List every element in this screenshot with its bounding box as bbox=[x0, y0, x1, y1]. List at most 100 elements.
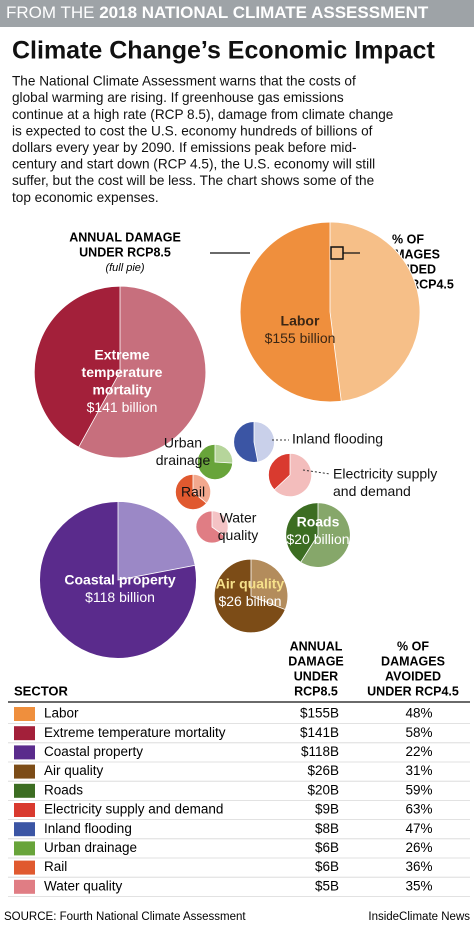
bubble-value: $141 billion bbox=[87, 399, 158, 415]
bubble-label: Rail bbox=[181, 484, 205, 500]
row-name: Extreme temperature mortality bbox=[44, 725, 226, 740]
intro-line: continue at a high rate (RCP 8.5), damag… bbox=[12, 107, 393, 122]
bubble-value: $155 billion bbox=[265, 330, 336, 346]
avoided-wedge bbox=[253, 421, 275, 463]
swatch bbox=[14, 783, 35, 798]
row-name: Inland flooding bbox=[44, 821, 132, 836]
row-avoided: 35% bbox=[405, 878, 432, 893]
row-name: Coastal property bbox=[44, 744, 143, 759]
table-header: AVOIDED bbox=[385, 669, 441, 683]
row-avoided: 36% bbox=[405, 859, 432, 874]
bubble-label: Coastal property bbox=[64, 572, 175, 588]
table-header: UNDER bbox=[294, 669, 338, 683]
table-header: SECTOR bbox=[14, 683, 69, 698]
intro-line: dollars every year by 2090. If emissions… bbox=[12, 140, 357, 155]
avoided-wedge bbox=[117, 501, 196, 581]
annotation: UNDER RCP8.5 bbox=[79, 245, 171, 259]
intro-line: century and start down (RCP 4.5), the U.… bbox=[12, 157, 375, 172]
source: SOURCE: Fourth National Climate Assessme… bbox=[4, 911, 246, 923]
bubble-label: Urban bbox=[164, 435, 202, 451]
bubble-label: mortality bbox=[92, 382, 151, 398]
bubble-value: $26 billion bbox=[218, 593, 281, 609]
header-prefix: FROM THE bbox=[6, 3, 94, 22]
annotation: ANNUAL DAMAGE bbox=[69, 230, 181, 244]
row-damage: $6B bbox=[315, 840, 339, 855]
row-avoided: 58% bbox=[405, 725, 432, 740]
avoided-wedge bbox=[211, 510, 229, 538]
leader bbox=[302, 469, 331, 475]
row-avoided: 31% bbox=[405, 763, 432, 778]
bubble-label: drainage bbox=[156, 452, 211, 468]
credit: InsideClimate News bbox=[368, 911, 470, 923]
avoided-wedge bbox=[78, 285, 207, 459]
avoided-wedge bbox=[300, 502, 351, 568]
table-header: ANNUAL bbox=[290, 639, 343, 653]
row-avoided: 26% bbox=[405, 840, 432, 855]
bubble-label: Extreme bbox=[94, 347, 149, 363]
table-header: RCP8.5 bbox=[294, 684, 338, 698]
row-name: Roads bbox=[44, 782, 83, 797]
avoided-wedge bbox=[214, 443, 234, 464]
bubble-value: $118 billion bbox=[85, 589, 155, 605]
row-damage: $155B bbox=[300, 706, 339, 721]
row-damage: $5B bbox=[315, 878, 339, 893]
bubble-label: Labor bbox=[281, 313, 320, 329]
row-name: Rail bbox=[44, 859, 67, 874]
intro-line: global warming are rising. If greenhouse… bbox=[12, 90, 344, 105]
avoided-wedge bbox=[273, 452, 313, 498]
row-name: Labor bbox=[44, 706, 79, 721]
swatch bbox=[14, 860, 35, 875]
row-avoided: 48% bbox=[405, 706, 432, 721]
annotation: (full pie) bbox=[105, 262, 144, 274]
bubble-label: Inland flooding bbox=[292, 431, 383, 447]
swatch bbox=[14, 803, 35, 817]
intro-line: top economic expenses. bbox=[12, 190, 159, 205]
row-name: Water quality bbox=[44, 878, 123, 893]
bubble-label: Roads bbox=[297, 514, 340, 530]
table-header: DAMAGE bbox=[288, 654, 344, 668]
table-header: DAMAGES bbox=[381, 654, 445, 668]
bubble-value: $20 billion bbox=[286, 531, 349, 547]
row-damage: $6B bbox=[315, 859, 339, 874]
avoided-wedge bbox=[329, 221, 421, 402]
intro-line: is expected to cost the U.S. economy hun… bbox=[12, 123, 373, 138]
bubble-label: Air quality bbox=[216, 576, 285, 592]
avoided-wedge bbox=[250, 558, 289, 611]
swatch bbox=[14, 764, 35, 779]
table-header: % OF bbox=[397, 639, 429, 653]
row-damage: $118B bbox=[301, 744, 339, 759]
row-damage: $9B bbox=[315, 802, 339, 817]
row-name: Electricity supply and demand bbox=[44, 802, 223, 817]
bubble-label: temperature bbox=[82, 364, 163, 380]
row-avoided: 63% bbox=[405, 802, 432, 817]
bubble-label: Electricity supply bbox=[333, 466, 437, 482]
avoided-wedge bbox=[192, 473, 212, 504]
row-damage: $26B bbox=[307, 763, 339, 778]
header-band bbox=[0, 0, 474, 27]
swatch bbox=[14, 745, 35, 760]
intro-line: The National Climate Assessment warns th… bbox=[12, 74, 356, 89]
row-name: Air quality bbox=[44, 763, 104, 778]
row-damage: $20B bbox=[307, 782, 339, 797]
header-emph: 2018 NATIONAL CLIMATE ASSESSMENT bbox=[99, 3, 429, 22]
bubble-label: Water bbox=[220, 510, 257, 526]
swatch bbox=[14, 726, 35, 741]
title: Climate Change’s Economic Impact bbox=[12, 37, 435, 65]
intro-line: suffer, but the cost will be less. The c… bbox=[12, 173, 374, 188]
swatch bbox=[14, 707, 35, 721]
row-damage: $8B bbox=[315, 821, 339, 836]
row-name: Urban drainage bbox=[44, 840, 137, 855]
row-avoided: 59% bbox=[405, 782, 432, 797]
table-header: UNDER RCP4.5 bbox=[367, 684, 459, 698]
swatch bbox=[14, 822, 35, 837]
annotation: % OF bbox=[392, 232, 424, 246]
row-avoided: 22% bbox=[405, 744, 432, 759]
header: FROM THE 2018 NATIONAL CLIMATE ASSESSMEN… bbox=[6, 3, 429, 22]
swatch bbox=[14, 879, 35, 894]
row-damage: $141B bbox=[300, 725, 339, 740]
swatch bbox=[14, 841, 35, 856]
row-avoided: 47% bbox=[405, 821, 432, 836]
bubble-label: and demand bbox=[333, 483, 411, 499]
bubble-label: quality bbox=[218, 527, 258, 543]
